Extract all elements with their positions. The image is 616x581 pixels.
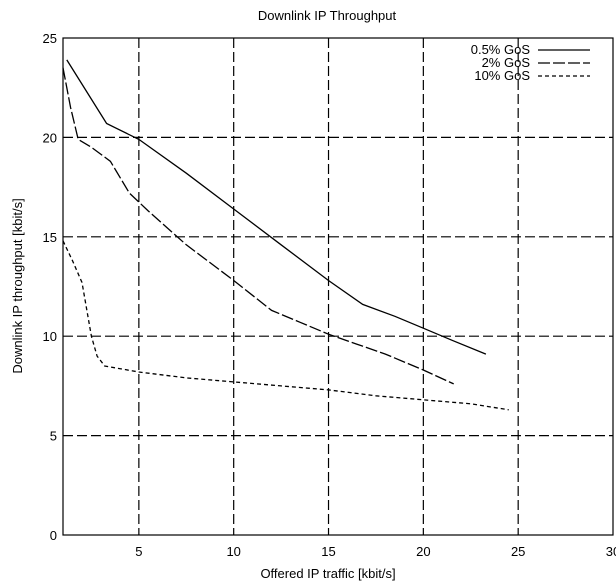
x-tick-label: 20 <box>416 544 430 559</box>
y-tick-label: 5 <box>50 429 57 444</box>
x-tick-label: 5 <box>135 544 142 559</box>
y-tick-label: 0 <box>50 528 57 543</box>
series-lines <box>62 59 509 411</box>
y-tick-label: 25 <box>43 31 57 46</box>
plot-frame <box>62 37 614 536</box>
series-line-1 <box>62 67 454 385</box>
legend-label: 0.5% GoS <box>471 42 531 57</box>
grid <box>63 38 613 535</box>
x-tick-label: 10 <box>226 544 240 559</box>
series-line-0 <box>66 59 487 355</box>
y-axis-label: Downlink IP throughput [kbit/s] <box>10 198 25 373</box>
legend-label: 2% GoS <box>482 55 531 70</box>
y-tick-label: 20 <box>43 130 57 145</box>
x-tick-label: 30 <box>606 544 616 559</box>
chart-title: Downlink IP Throughput <box>258 8 397 23</box>
y-tick-label: 10 <box>43 329 57 344</box>
x-axis-label: Offered IP traffic [kbit/s] <box>260 566 395 581</box>
y-tick-label: 15 <box>43 230 57 245</box>
series-line-2 <box>62 240 509 411</box>
tick-labels: 5 10 15 20 25 30 0 5 10 15 20 25 <box>43 31 616 559</box>
x-tick-label: 25 <box>511 544 525 559</box>
x-tick-label: 15 <box>321 544 335 559</box>
legend-label: 10% GoS <box>474 68 530 83</box>
